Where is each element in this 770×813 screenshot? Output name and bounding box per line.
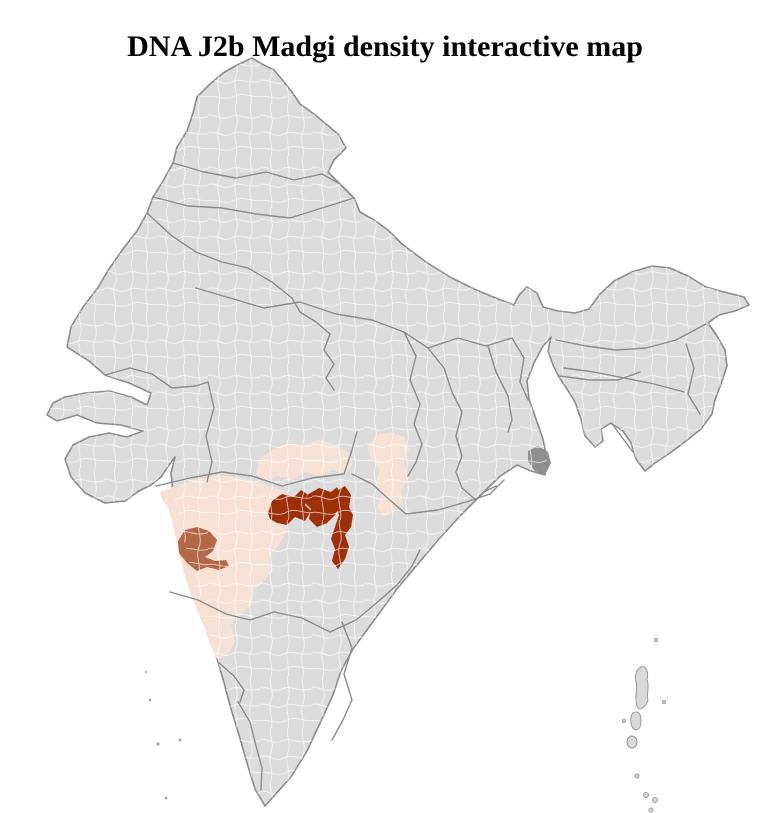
- district-borders-overlay: [47, 58, 749, 806]
- island-dot: [662, 700, 666, 704]
- island-dot: [648, 807, 654, 813]
- island-blob: [634, 666, 649, 710]
- lakshadweep-islands: [145, 671, 182, 800]
- island-dot: [148, 698, 152, 702]
- island-dot: [654, 638, 658, 642]
- island-dot: [145, 671, 147, 673]
- state-borders: [104, 162, 707, 791]
- island-blob: [630, 711, 642, 731]
- page-title: DNA J2b Madgi density interactive map: [127, 30, 643, 64]
- island-blob: [626, 735, 638, 749]
- island-dot: [622, 719, 626, 723]
- island-dot: [156, 742, 160, 746]
- island-dot: [178, 738, 182, 742]
- andaman-nicobar-islands: [622, 638, 666, 813]
- island-dot: [652, 797, 658, 803]
- island-dot: [634, 773, 640, 779]
- island-dot: [643, 792, 649, 798]
- island-dot: [164, 796, 168, 800]
